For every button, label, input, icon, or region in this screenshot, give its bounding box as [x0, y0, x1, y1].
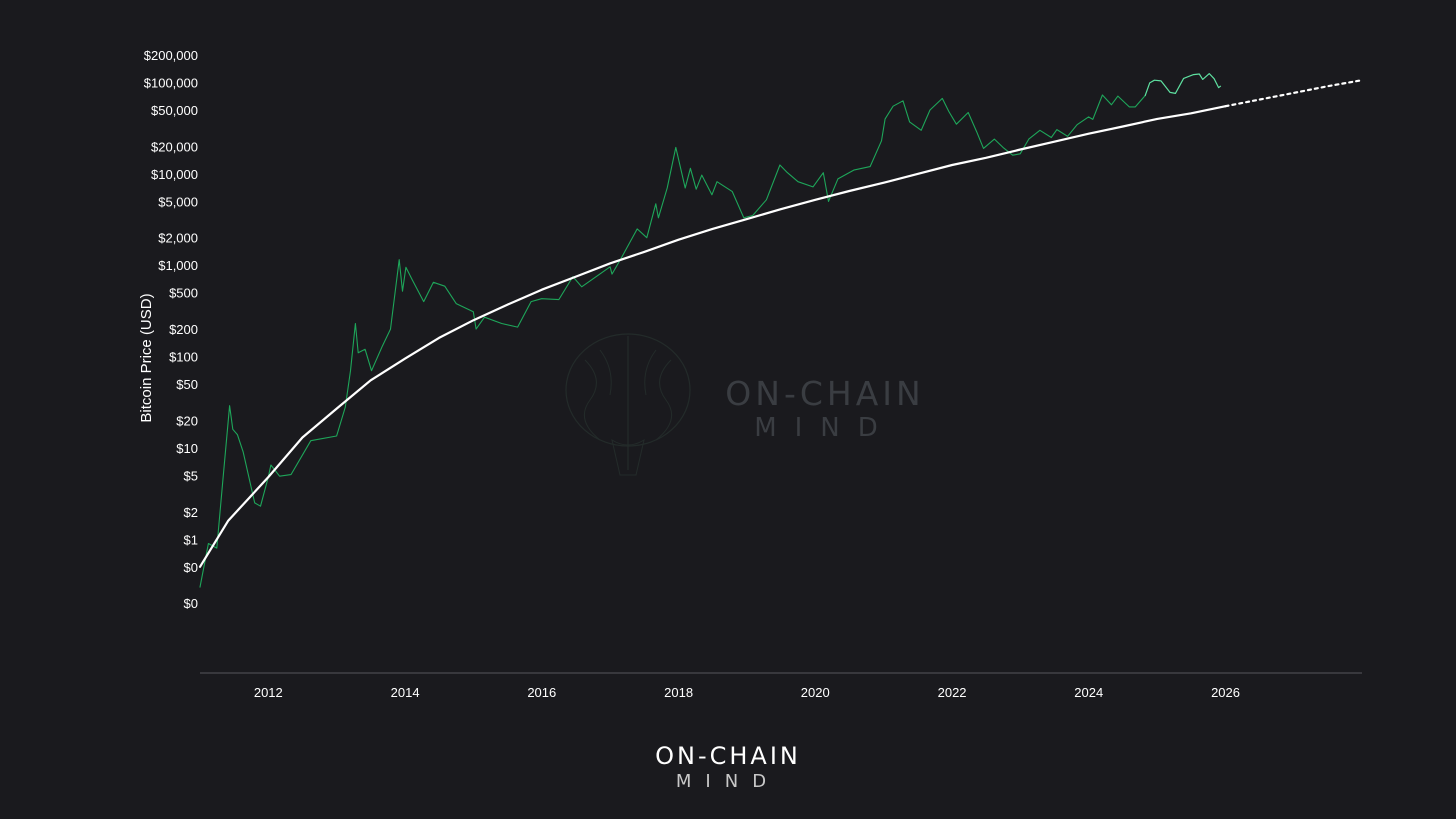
- watermark: ON-CHAIN MIND: [566, 334, 925, 475]
- y-tick-label: $5,000: [158, 194, 198, 209]
- x-tick-label: 2024: [1074, 685, 1103, 700]
- y-tick-label: $100,000: [144, 76, 198, 91]
- y-tick-label: $10: [176, 441, 198, 456]
- y-tick-label: $20: [176, 413, 198, 428]
- y-tick-label: $200: [169, 322, 198, 337]
- x-tick-label: 2012: [254, 685, 283, 700]
- y-tick-label: $1: [184, 532, 198, 547]
- y-tick-label: $200,000: [144, 48, 198, 63]
- y-tick-label: $20,000: [151, 139, 198, 154]
- y-tick-label: $500: [169, 286, 198, 301]
- y-tick-label: $1,000: [158, 258, 198, 273]
- price-line-recent: [1145, 74, 1220, 96]
- watermark-sub: MIND: [754, 413, 896, 443]
- y-axis-title: Bitcoin Price (USD): [138, 293, 155, 422]
- watermark-name: ON-CHAIN: [725, 374, 924, 413]
- series-layer: [200, 74, 1362, 588]
- model-projection-line: [1226, 80, 1363, 106]
- x-tick-label: 2016: [527, 685, 556, 700]
- y-tick-label: $5: [184, 468, 198, 483]
- y-tick-label: $0: [184, 596, 198, 611]
- y-tick-label: $2: [184, 505, 198, 520]
- x-tick-label: 2020: [801, 685, 830, 700]
- x-tick-label: 2026: [1211, 685, 1240, 700]
- x-tick-label: 2018: [664, 685, 693, 700]
- x-tick-label: 2022: [938, 685, 967, 700]
- x-tick-label: 2014: [391, 685, 420, 700]
- footer-brand: ON-CHAIN MIND: [655, 742, 801, 792]
- brain-icon: [566, 334, 690, 475]
- y-tick-label: $50: [176, 377, 198, 392]
- y-tick-label: $100: [169, 350, 198, 365]
- footer-brand-name: ON-CHAIN: [655, 742, 801, 770]
- y-tick-label: $2,000: [158, 231, 198, 246]
- price-line: [200, 95, 1145, 587]
- y-tick-label: $50,000: [151, 103, 198, 118]
- x-axis-ticks: 2012 2014 2016 2018 2020 2022 2024 2026: [254, 685, 1240, 700]
- y-tick-label: $10,000: [151, 167, 198, 182]
- y-tick-label: $0: [184, 560, 198, 575]
- footer-brand-sub: MIND: [676, 771, 780, 792]
